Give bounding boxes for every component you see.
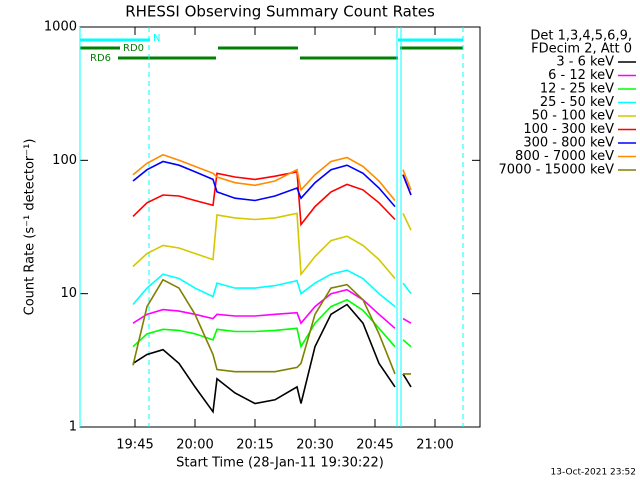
- series-line: [132, 278, 411, 375]
- legend-label: 800 - 7000 keV: [515, 149, 614, 164]
- flag-label: RD6: [90, 53, 111, 64]
- y-tick-label: 10: [60, 286, 77, 301]
- flag-label: RD0: [123, 43, 144, 54]
- x-tick-label: 20:15: [236, 438, 273, 453]
- x-tick-label: 20:00: [176, 438, 213, 453]
- plot-frame: [79, 26, 481, 428]
- legend-header: Det 1,3,4,5,6,9,: [530, 29, 632, 44]
- legend-label: 7000 - 15000 keV: [499, 163, 615, 178]
- y-tick-label: 100: [52, 153, 77, 168]
- legend-label: 6 - 12 keV: [548, 68, 614, 83]
- series-line: [132, 288, 412, 329]
- legend-label: 25 - 50 keV: [540, 95, 614, 110]
- footer: 13-Oct-2021 23:52: [551, 468, 636, 478]
- x-tick-label: 19:45: [116, 438, 153, 453]
- x-axis-label: Start Time (28-Jan-11 19:30:22): [176, 456, 384, 471]
- legend-label: 3 - 6 keV: [556, 55, 614, 70]
- series-line: [132, 153, 412, 202]
- series-line: [132, 212, 412, 280]
- x-tick-label: 20:45: [356, 438, 393, 453]
- y-axis-label: Count Rate (s⁻¹ detector⁻¹): [23, 139, 38, 316]
- y-tick-label: 1: [69, 420, 77, 435]
- series-line: [132, 160, 412, 208]
- x-tick-label: 21:00: [416, 438, 453, 453]
- legend-label: 50 - 100 keV: [532, 109, 615, 124]
- legend-label: 100 - 300 keV: [523, 122, 614, 137]
- legend-label: 12 - 25 keV: [540, 82, 614, 97]
- legend-label: 300 - 800 keV: [523, 136, 614, 151]
- y-tick-label: 1000: [44, 20, 77, 35]
- series-line: [132, 269, 412, 308]
- chart-title: RHESSI Observing Summary Count Rates: [125, 3, 435, 21]
- flag-label: N: [153, 33, 160, 44]
- legend-header: FDecim 2, Att 0: [531, 42, 632, 57]
- series-line: [132, 298, 412, 349]
- series-line: [132, 303, 412, 414]
- x-tick-label: 20:30: [296, 438, 333, 453]
